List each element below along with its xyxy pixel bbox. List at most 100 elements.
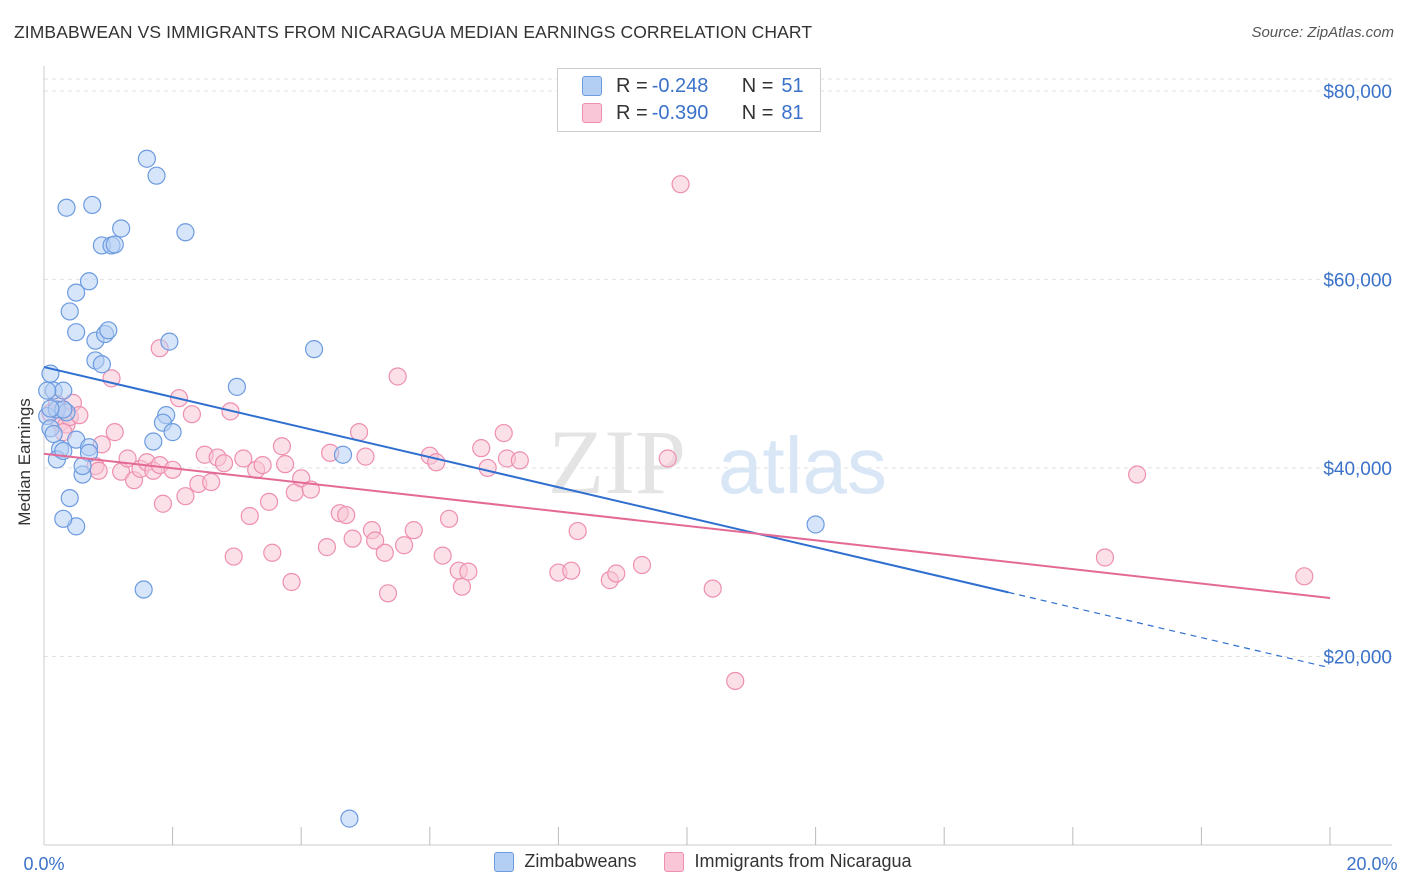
y-tick-label: $80,000 (1323, 82, 1392, 103)
chart-source: Source: ZipAtlas.com (1251, 24, 1394, 41)
y-tick-label: $40,000 (1323, 459, 1392, 480)
legend-n-value: 51 (781, 74, 804, 97)
x-tick-label-min: 0.0% (23, 854, 64, 874)
zimbabwean-point (73, 456, 92, 476)
legend-label-zimbabweans: Zimbabweans (524, 851, 637, 871)
trend-line-zimbabwean (43, 366, 1009, 594)
zimbabwean-point (105, 235, 124, 254)
y-tick-label: $20,000 (1323, 647, 1392, 668)
nicaragua-point (234, 449, 253, 468)
zimbabwean-point (227, 377, 246, 396)
nicaragua-point (259, 492, 279, 511)
watermark: ZIP atlas (548, 411, 887, 513)
legend-n-label: N = (741, 101, 774, 124)
zimbabwean-point (54, 381, 73, 400)
nicaragua-point (510, 451, 529, 470)
nicaragua-point (394, 536, 414, 555)
nicaragua-point (378, 584, 398, 603)
legend-n-value: 81 (781, 101, 804, 124)
zimbabwean-point (44, 424, 63, 444)
zimbabwean-point (134, 580, 153, 599)
legend-r-value: -0.390 (651, 101, 709, 124)
nicaragua-point (562, 561, 581, 580)
zimbabwean-point (340, 809, 359, 828)
gridlines (44, 78, 1392, 657)
nicaragua-point (388, 367, 407, 386)
nicaragua-point (105, 423, 124, 442)
nicaragua-point (366, 531, 385, 550)
nicaragua-point (276, 455, 295, 474)
zimbabwean-point (57, 198, 76, 217)
zimbabwean-point (60, 488, 79, 508)
correlation-legend: R = -0.248 N = 51 R = -0.390 N = 81 (557, 68, 821, 132)
zimbabwean-point (176, 223, 195, 242)
nicaragua-point (337, 505, 356, 525)
zimbabwean-point (137, 149, 156, 168)
legend-item-nicaragua: Immigrants from Nicaragua (664, 851, 912, 872)
series-legend: Zimbabweans Immigrants from Nicaragua (0, 851, 1406, 872)
nicaragua-point (726, 671, 745, 691)
nicaragua-point (253, 455, 272, 475)
zimbabwean-point (38, 381, 57, 400)
nicaragua-point (263, 543, 282, 562)
nicaragua-point (240, 506, 259, 526)
chart-title: ZIMBABWEAN VS IMMIGRANTS FROM NICARAGUA … (14, 22, 813, 42)
nicaragua-point (375, 543, 394, 562)
legend-item-zimbabweans: Zimbabweans (494, 851, 636, 872)
zimbabwean-point (54, 509, 73, 528)
nicaragua-point (472, 439, 491, 458)
nicaragua-point (703, 579, 722, 598)
nicaragua-point (478, 458, 497, 478)
zimbabwean-point (144, 432, 163, 451)
zimbabwean-point (160, 332, 179, 351)
nicaragua-point (433, 546, 452, 565)
legend-n-label: N = (741, 74, 774, 97)
nicaragua-point (343, 529, 362, 548)
nicaragua-point (301, 480, 320, 499)
trend-lines (43, 366, 1331, 669)
nicaragua-point (272, 437, 292, 456)
nicaragua-point (182, 405, 201, 424)
zimbabwean-point (112, 219, 131, 238)
nicaragua-point (1127, 465, 1147, 484)
axes (43, 66, 1392, 846)
nicaragua-point (89, 461, 108, 480)
nicaragua-point (404, 521, 423, 540)
legend-row-nicaragua: R = -0.390 N = 81 (582, 100, 804, 126)
zimbabwean-point (41, 399, 60, 418)
zimbabwean-point (83, 195, 102, 215)
legend-swatch-blue (494, 851, 515, 872)
zimbabwean-point (147, 166, 166, 185)
legend-r-label: R = (616, 101, 648, 124)
x-tick-label-max: 20.0% (1346, 854, 1397, 874)
nicaragua-point (494, 423, 513, 443)
zimbabwean-point (67, 283, 86, 302)
legend-r-value: -0.248 (651, 74, 709, 97)
zimbabwean-point (92, 355, 111, 374)
legend-swatch-pink (664, 851, 685, 872)
zimbabwean-point (60, 302, 79, 321)
zimbabwean-point (99, 321, 118, 340)
zimbabwean-point (333, 445, 353, 464)
nicaragua-point (452, 577, 472, 596)
zimbabwean-point (67, 323, 86, 342)
zimbabwean-point (163, 423, 182, 442)
legend-swatch-blue (582, 76, 602, 96)
zimbabwean-point (304, 340, 324, 359)
nicaragua-point (439, 509, 459, 528)
nicaragua-point (356, 447, 375, 466)
nicaragua-point (658, 449, 677, 468)
nicaragua-point (1295, 567, 1314, 586)
legend-swatch-pink (582, 103, 602, 123)
zimbabwean-point (806, 515, 825, 534)
nicaragua-point (282, 572, 301, 592)
y-axis-label: Median Earnings (15, 398, 34, 526)
trend-line-zimbabwean-extension (1008, 591, 1331, 669)
nicaragua-point (607, 564, 626, 583)
trend-line-nicaragua (43, 452, 1331, 600)
legend-r-label: R = (616, 74, 648, 97)
nicaragua-point (349, 423, 369, 442)
zimbabwean-point (79, 272, 99, 291)
nicaragua-point (1095, 548, 1115, 567)
